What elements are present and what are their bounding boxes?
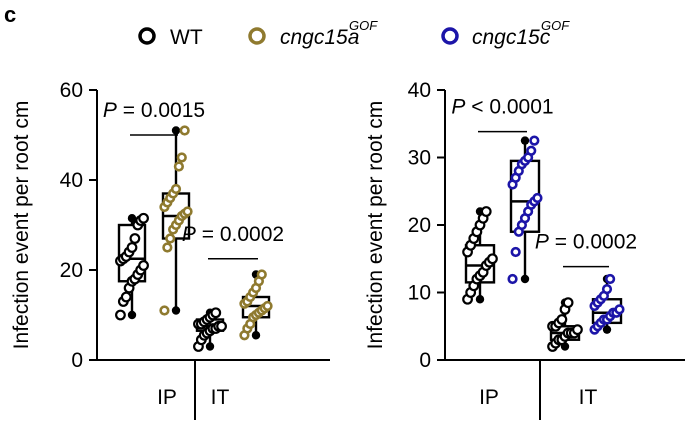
y-axis-title: Infection event per root cm bbox=[364, 101, 387, 350]
data-point-ip-cngc15agof bbox=[159, 305, 170, 316]
whisker-cap-max-ip-wt bbox=[127, 214, 137, 223]
p-value-it: P = 0.0002 bbox=[182, 223, 284, 246]
legend-item-cngc15c-gof: cngc15c GOF bbox=[441, 18, 570, 49]
data-point-ip-cngc15agof bbox=[165, 233, 176, 244]
legend-label-cngc15a-gof: cngc15a bbox=[280, 26, 359, 49]
y-tick-label: 20 bbox=[408, 214, 431, 237]
data-point-it-cngc15cgof bbox=[614, 304, 625, 315]
legend-label-cngc15c-gof: cngc15c bbox=[472, 26, 551, 49]
data-point-it-cngc15cgof bbox=[605, 273, 616, 285]
data-point-ip-cngc15cgof bbox=[532, 192, 543, 204]
legend-marker-wt bbox=[138, 27, 156, 45]
data-point-ip-cngc15cgof bbox=[529, 135, 540, 146]
p-value-ip: P < 0.0001 bbox=[451, 96, 553, 119]
data-point-ip-cngc15cgof bbox=[510, 246, 521, 258]
y-tick-label: 60 bbox=[60, 79, 83, 102]
y-axis-title: Infection event per root cm bbox=[10, 101, 33, 350]
legend-item-wt: WT bbox=[138, 26, 203, 49]
data-point-ip-wt bbox=[129, 233, 141, 244]
data-point-ip-cngc15cgof bbox=[526, 145, 537, 156]
whisker-cap-min-ip-wt bbox=[475, 295, 485, 304]
data-point-ip-wt bbox=[480, 206, 492, 217]
whisker-cap-min-it-cngc15agof bbox=[251, 331, 261, 340]
data-point-it-wt bbox=[216, 320, 227, 332]
panel-letter: c bbox=[4, 2, 16, 27]
y-tick-label: 30 bbox=[408, 147, 431, 170]
whisker-cap-min-it-wt bbox=[205, 342, 215, 351]
category-label-it: IT bbox=[211, 386, 230, 409]
data-point-ip-wt bbox=[487, 253, 498, 265]
p-value-it: P = 0.0002 bbox=[535, 231, 637, 254]
data-point-it-cngc15agof bbox=[256, 269, 267, 280]
whisker-cap-min-ip-cngc15cgof bbox=[520, 274, 530, 284]
data-point-ip-cngc15agof bbox=[170, 183, 182, 195]
legend-marker-cngc15a-gof bbox=[248, 27, 266, 45]
legend-item-cngc15a-gof: cngc15a GOF bbox=[248, 18, 378, 49]
data-point-ip-wt bbox=[138, 260, 149, 271]
data-point-ip-wt bbox=[126, 242, 138, 253]
data-point-ip-cngc15cgof bbox=[507, 273, 518, 285]
data-point-it-wt bbox=[562, 297, 574, 309]
data-point-it-wt bbox=[556, 314, 568, 325]
data-point-ip-cngc15agof bbox=[162, 242, 173, 253]
data-point-ip-cngc15agof bbox=[176, 152, 187, 163]
whisker-cap-min-ip-cngc15agof bbox=[171, 306, 181, 315]
data-point-ip-cngc15agof bbox=[182, 206, 193, 217]
legend-sup-cngc15a-gof: GOF bbox=[349, 18, 378, 33]
data-point-ip-cngc15agof bbox=[173, 161, 184, 172]
data-point-it-cngc15cgof bbox=[601, 284, 613, 295]
legend-sup-cngc15c-gof: GOF bbox=[541, 18, 570, 33]
data-point-it-wt bbox=[572, 324, 583, 336]
data-point-ip-wt bbox=[115, 309, 126, 321]
y-tick-label: 0 bbox=[419, 349, 431, 372]
y-tick-label: 20 bbox=[60, 259, 83, 282]
data-point-ip-wt bbox=[138, 212, 149, 224]
data-point-it-cngc15agof bbox=[262, 300, 273, 312]
legend-marker-cngc15c-gof bbox=[441, 27, 459, 45]
data-point-ip-wt bbox=[120, 291, 132, 303]
y-tick-label: 40 bbox=[408, 79, 431, 102]
legend: WT cngc15a GOF cngc15c GOF bbox=[138, 18, 570, 49]
whisker-cap-max-ip-cngc15agof bbox=[171, 126, 181, 135]
y-tick-label: 0 bbox=[71, 349, 83, 372]
right-plot: 0 10 20 30 40 Infection event per root cm IP IT… bbox=[364, 79, 685, 420]
legend-label-wt: WT bbox=[170, 26, 203, 49]
category-label-it: IT bbox=[579, 386, 598, 409]
data-point-ip-cngc15agof bbox=[179, 125, 190, 136]
left-plot: 0 20 40 60 Infection event per root cm IP IT P … bbox=[10, 79, 330, 420]
whisker-cap-min-it-cngc15cgof bbox=[602, 325, 612, 334]
data-point-it-wt bbox=[210, 307, 222, 319]
whisker-cap-min-ip-wt bbox=[127, 310, 137, 320]
whisker-cap-max-ip-cngc15cgof bbox=[520, 136, 530, 145]
category-label-ip: IP bbox=[479, 386, 499, 409]
category-label-ip: IP bbox=[157, 386, 177, 409]
p-value-ip: P = 0.0015 bbox=[103, 99, 205, 122]
y-tick-label: 10 bbox=[408, 282, 431, 305]
y-tick-label: 40 bbox=[60, 169, 83, 192]
